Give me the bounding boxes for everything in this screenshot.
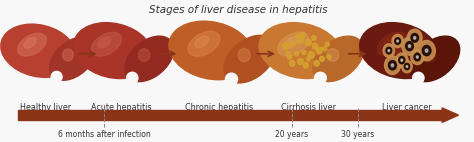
Ellipse shape <box>287 55 292 59</box>
Text: 20 years: 20 years <box>275 130 309 139</box>
Ellipse shape <box>416 56 418 58</box>
Ellipse shape <box>411 49 424 65</box>
Ellipse shape <box>138 49 150 61</box>
Ellipse shape <box>238 48 250 62</box>
Ellipse shape <box>406 66 408 67</box>
Ellipse shape <box>414 53 420 61</box>
Ellipse shape <box>401 59 403 61</box>
Ellipse shape <box>414 36 416 39</box>
Ellipse shape <box>188 31 220 56</box>
Ellipse shape <box>296 34 300 38</box>
Ellipse shape <box>290 42 294 47</box>
Ellipse shape <box>327 49 339 61</box>
Ellipse shape <box>409 45 410 48</box>
Ellipse shape <box>307 57 310 61</box>
Ellipse shape <box>286 52 290 56</box>
Ellipse shape <box>384 37 397 48</box>
Ellipse shape <box>1 24 76 77</box>
Ellipse shape <box>383 44 394 57</box>
Ellipse shape <box>326 42 329 46</box>
Ellipse shape <box>314 60 319 66</box>
Text: Chronic hepatitis: Chronic hepatitis <box>185 103 254 112</box>
Ellipse shape <box>425 49 436 61</box>
Ellipse shape <box>399 57 405 64</box>
Ellipse shape <box>377 32 408 56</box>
Ellipse shape <box>195 36 209 48</box>
Ellipse shape <box>301 32 305 37</box>
Ellipse shape <box>98 37 111 48</box>
Ellipse shape <box>294 52 299 56</box>
Ellipse shape <box>311 36 316 40</box>
Ellipse shape <box>224 35 275 83</box>
Ellipse shape <box>314 72 326 84</box>
Ellipse shape <box>308 52 314 58</box>
Ellipse shape <box>283 43 289 50</box>
Ellipse shape <box>226 73 237 85</box>
Ellipse shape <box>18 33 46 56</box>
Text: 6 months after infection: 6 months after infection <box>58 130 151 139</box>
Ellipse shape <box>411 34 419 42</box>
Ellipse shape <box>389 61 396 70</box>
Ellipse shape <box>125 36 173 82</box>
Ellipse shape <box>63 49 73 61</box>
Ellipse shape <box>313 36 364 82</box>
Ellipse shape <box>422 45 431 56</box>
Ellipse shape <box>298 58 303 64</box>
Ellipse shape <box>401 60 412 73</box>
Ellipse shape <box>404 63 410 70</box>
Ellipse shape <box>402 37 417 55</box>
Ellipse shape <box>418 40 435 61</box>
Ellipse shape <box>392 34 403 48</box>
Ellipse shape <box>278 32 309 56</box>
Ellipse shape <box>413 72 424 84</box>
Ellipse shape <box>316 47 322 54</box>
Ellipse shape <box>411 36 460 82</box>
Ellipse shape <box>391 64 394 67</box>
Text: Healthy liver: Healthy liver <box>20 103 72 112</box>
Text: Liver cancer: Liver cancer <box>382 103 432 112</box>
Ellipse shape <box>259 23 342 79</box>
Ellipse shape <box>384 56 401 75</box>
Ellipse shape <box>406 42 413 51</box>
Text: Acute hepatitis: Acute hepatitis <box>91 103 151 112</box>
Bar <box>18 110 446 120</box>
Text: Cirrhosis liver: Cirrhosis liver <box>281 103 336 112</box>
Ellipse shape <box>91 32 121 56</box>
Ellipse shape <box>284 37 298 48</box>
Ellipse shape <box>51 71 62 82</box>
Ellipse shape <box>386 47 392 54</box>
Ellipse shape <box>425 49 428 52</box>
Ellipse shape <box>396 53 408 67</box>
Ellipse shape <box>323 46 327 51</box>
Ellipse shape <box>127 72 138 84</box>
Polygon shape <box>442 108 458 122</box>
Ellipse shape <box>50 37 96 80</box>
Ellipse shape <box>312 43 318 49</box>
Ellipse shape <box>290 60 295 66</box>
Ellipse shape <box>388 50 390 52</box>
Ellipse shape <box>327 55 331 59</box>
Ellipse shape <box>303 62 308 68</box>
Ellipse shape <box>395 38 401 44</box>
Ellipse shape <box>360 23 439 79</box>
Ellipse shape <box>73 23 153 79</box>
Ellipse shape <box>297 36 303 43</box>
Ellipse shape <box>397 40 399 42</box>
Ellipse shape <box>407 29 422 47</box>
Ellipse shape <box>306 39 311 45</box>
Ellipse shape <box>24 37 36 48</box>
Text: 30 years: 30 years <box>341 130 374 139</box>
Ellipse shape <box>169 21 253 80</box>
Ellipse shape <box>302 51 306 55</box>
Text: Stages of liver disease in hepatitis: Stages of liver disease in hepatitis <box>149 5 328 15</box>
Ellipse shape <box>319 56 324 61</box>
